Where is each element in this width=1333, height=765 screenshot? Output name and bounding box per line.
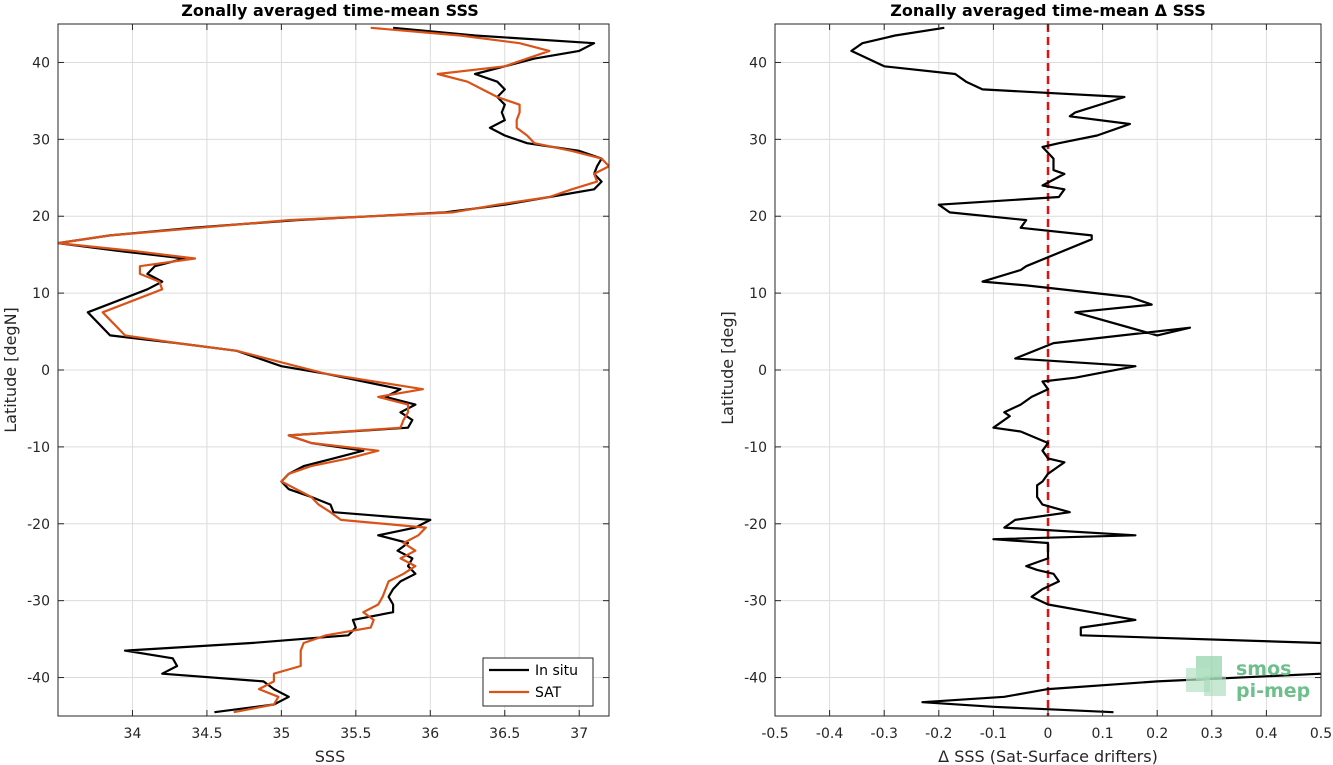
left-ytick-label: 40: [32, 55, 50, 71]
left-x-axis-label: SSS: [315, 747, 345, 765]
right-xtick-label: -0.2: [925, 726, 952, 742]
left-series-line-sat: [58, 26, 609, 714]
left-xtick-label: 37: [570, 726, 588, 742]
right-ytick-label: 10: [749, 286, 767, 302]
left-ytick-label: 10: [32, 286, 50, 302]
left-chart-title: Zonally averaged time-mean SSS: [181, 1, 479, 20]
legend-box: [482, 657, 594, 707]
left-ytick-label: 20: [32, 209, 50, 225]
logo-text-line2: pi-mep: [1236, 680, 1310, 702]
left-series-group: [58, 26, 609, 714]
left-series-line-in-situ: [58, 26, 603, 714]
right-ytick-label: -30: [744, 594, 767, 610]
legend-label-sat: SAT: [535, 685, 562, 701]
left-ytick-label: 30: [32, 132, 50, 148]
right-chart-panel: smos pi-mep -0.5 -0.4 -0.3 -0.2 -0.1 0 0.1 0.2 0…: [718, 1, 1332, 765]
right-x-axis-label: Δ SSS (Sat-Surface drifters): [938, 747, 1158, 765]
left-xtick-label: 35.5: [340, 726, 371, 742]
left-xtick-label: 34.5: [191, 726, 222, 742]
right-xtick-label: 0.4: [1255, 726, 1277, 742]
right-xtick-label: 0.2: [1146, 726, 1168, 742]
right-series-line-0: [850, 26, 1321, 714]
left-ytick-label: -40: [27, 671, 50, 687]
left-chart-panel: 34 34.5 35 35.5 36 36.5 37 -40 -30 -20 -10 0 10 20 30 4…: [1, 1, 610, 765]
right-series-group: [850, 24, 1321, 716]
left-xtick-label: 36: [421, 726, 439, 742]
right-ytick-label: 30: [749, 132, 767, 148]
left-ytick-label: -30: [27, 594, 50, 610]
right-xtick-label: -0.5: [761, 726, 788, 742]
left-ticks: 34 34.5 35 35.5 36 36.5 37 -40 -30 -20 -10 0 10 20 30 4…: [27, 24, 609, 742]
right-ytick-label: 20: [749, 209, 767, 225]
left-xtick-label: 34: [124, 726, 142, 742]
left-ytick-label: -20: [27, 517, 50, 533]
right-ytick-label: -40: [744, 671, 767, 687]
legend: In situ SAT: [482, 657, 594, 707]
right-xtick-label: 0.3: [1201, 726, 1223, 742]
right-xtick-label: 0: [1044, 726, 1053, 742]
right-ytick-label: -10: [744, 440, 767, 456]
left-xtick-label: 36.5: [489, 726, 520, 742]
left-ytick-label: 0: [41, 363, 50, 379]
legend-label-in-situ: In situ: [535, 663, 578, 679]
left-y-axis-label: Latitude [degN]: [1, 307, 20, 433]
right-xtick-label: -0.1: [980, 726, 1007, 742]
right-xtick-label: -0.4: [816, 726, 843, 742]
right-xtick-label: 0.5: [1310, 726, 1332, 742]
right-xtick-label: 0.1: [1091, 726, 1113, 742]
left-xtick-label: 35: [272, 726, 290, 742]
right-ytick-label: 0: [758, 363, 767, 379]
logo-shape-3: [1204, 676, 1226, 696]
smos-pi-mep-logo: smos pi-mep: [1186, 656, 1310, 702]
right-ytick-label: 40: [749, 55, 767, 71]
right-ticks: -0.5 -0.4 -0.3 -0.2 -0.1 0 0.1 0.2 0.3 0.4 0.5 -40 -…: [744, 24, 1332, 742]
right-y-axis-label: Latitude [deg]: [718, 311, 737, 425]
logo-text-line1: smos: [1236, 658, 1291, 680]
right-xtick-label: -0.3: [871, 726, 898, 742]
left-ytick-label: -10: [27, 440, 50, 456]
right-ytick-label: -20: [744, 517, 767, 533]
right-chart-title: Zonally averaged time-mean Δ SSS: [890, 1, 1206, 20]
